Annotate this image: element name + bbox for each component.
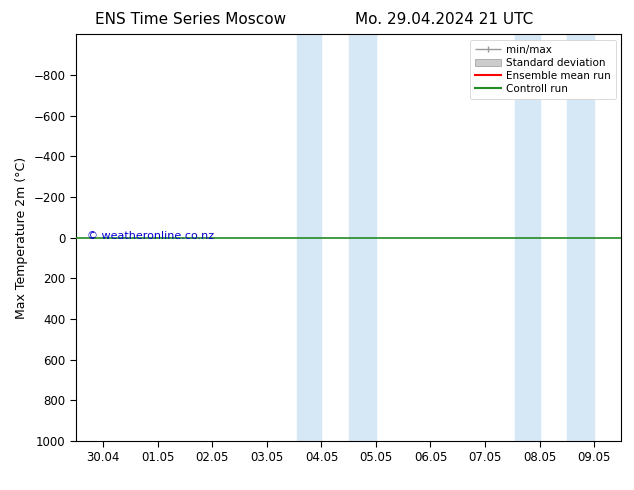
Bar [515,34,540,441]
Text: © weatheronline.co.nz: © weatheronline.co.nz [87,231,214,241]
Text: ENS Time Series Moscow: ENS Time Series Moscow [94,12,286,27]
Legend: min/max, Standard deviation, Ensemble mean run, Controll run: min/max, Standard deviation, Ensemble me… [470,40,616,99]
Text: Mo. 29.04.2024 21 UTC: Mo. 29.04.2024 21 UTC [354,12,533,27]
Bar [297,34,321,441]
Bar [349,34,376,441]
Y-axis label: Max Temperature 2m (°C): Max Temperature 2m (°C) [15,157,28,318]
Bar [567,34,594,441]
